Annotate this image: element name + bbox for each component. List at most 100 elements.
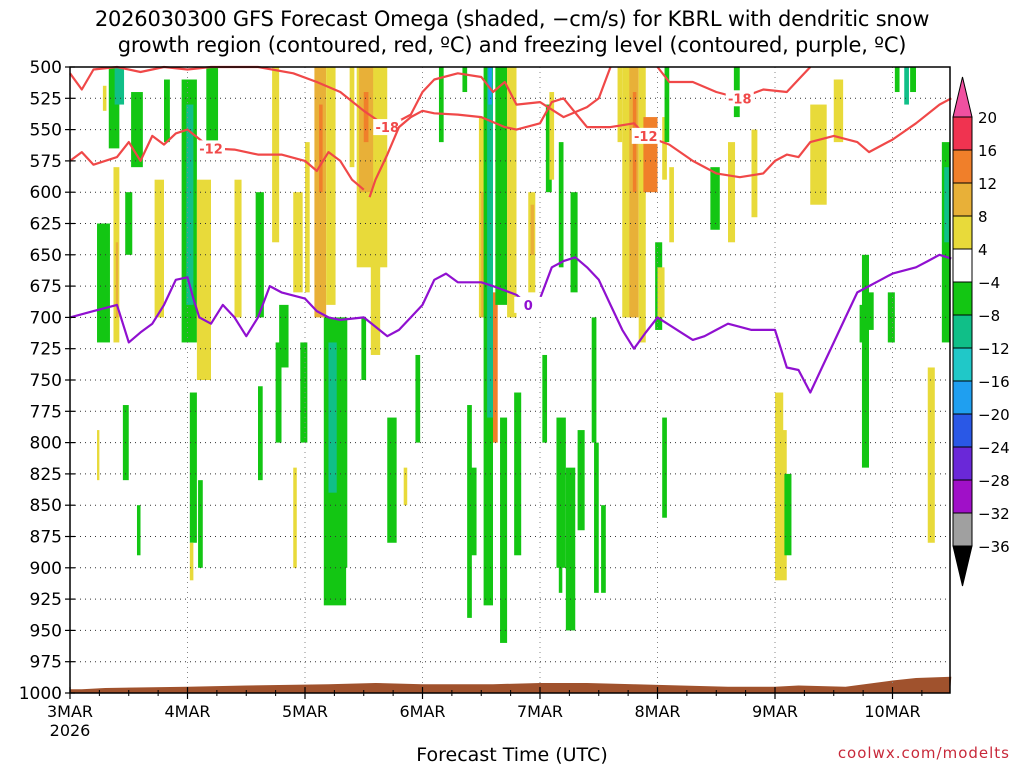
omega-shade-cell	[514, 392, 522, 556]
colorbar-label: 16	[978, 142, 997, 160]
omega-shade-cell	[403, 467, 408, 506]
omega-shade-cell	[927, 367, 935, 543]
omega-shade-cell	[189, 542, 194, 581]
colorbar-bin	[952, 149, 973, 184]
omega-shade-cell	[495, 67, 508, 305]
title-line-2: growth region (contoured, red, ºC) and f…	[117, 33, 907, 57]
colorbar-bin	[952, 479, 973, 514]
omega-shade-cell	[115, 242, 119, 318]
contour-label-bg	[631, 127, 660, 144]
omega-shade-cell	[258, 386, 263, 481]
omega-shade-cell	[305, 142, 310, 293]
colorbar-label: 4	[978, 241, 988, 259]
y-tick-label: 850	[30, 496, 62, 516]
x-tick-label: 9MAR	[752, 702, 798, 721]
omega-shade-cell	[328, 342, 337, 493]
x-tick-label: 4MAR	[164, 702, 210, 721]
omega-shade-cell	[198, 480, 203, 568]
omega-shade-cell	[662, 417, 667, 518]
y-tick-label: 800	[30, 434, 62, 454]
y-tick-label: 750	[30, 371, 62, 391]
omega-shade-cell	[904, 67, 909, 105]
omega-shade-cell	[751, 129, 758, 218]
omega-shade-cell	[859, 304, 865, 343]
y-tick-label: 975	[30, 653, 62, 673]
colorbar-label: −12	[978, 340, 1010, 358]
y-tick-label: 600	[30, 183, 62, 203]
colorbar-bin	[952, 116, 973, 151]
omega-shade-cell	[255, 192, 264, 318]
contour-line	[69, 128, 365, 191]
omega-shade-cell	[500, 417, 508, 643]
omega-shade-cell	[462, 67, 468, 93]
omega-shade-cell	[97, 223, 110, 343]
contour-label: -18	[376, 121, 400, 136]
omega-shade-cell	[234, 179, 242, 318]
omega-shade-cell	[810, 104, 827, 205]
y-tick-label: 925	[30, 590, 62, 610]
colorbar-bin	[952, 413, 973, 448]
colorbar-label: −16	[978, 373, 1010, 391]
omega-shade-cell	[206, 67, 219, 143]
colorbar-bin	[952, 215, 973, 250]
omega-shade-cell	[102, 85, 107, 111]
axes-layer: 500 525 550 575 600 625 650 675 700 725 750 775 800 8…	[19, 58, 951, 740]
colorbar-label: 8	[978, 208, 988, 226]
omega-shade-cell	[784, 473, 792, 556]
omega-shade-cell	[833, 79, 844, 143]
colorbar-bin	[952, 512, 973, 547]
y-tick-label: 625	[30, 215, 62, 235]
colorbar-label: −8	[978, 307, 1000, 325]
omega-shade-cell	[591, 317, 597, 443]
omega-shade-cell	[558, 142, 564, 268]
omega-shade-cell	[728, 142, 736, 243]
omega-shade-cell	[530, 204, 535, 255]
omega-shade-cell	[387, 417, 397, 543]
y-tick-label: 575	[30, 152, 62, 172]
colorbar-label: 20	[978, 109, 997, 127]
omega-shade-cell	[577, 430, 585, 531]
colorbar-bin	[952, 248, 973, 283]
omega-shade-cell	[861, 254, 869, 468]
grid-layer	[70, 67, 950, 693]
contour-line	[69, 65, 612, 129]
omega-shade-cell	[363, 92, 369, 143]
y-tick-label: 500	[30, 58, 62, 78]
omega-shade-cell	[469, 467, 477, 556]
omega-shade-cell	[114, 67, 125, 105]
omega-shade-cell	[775, 392, 784, 443]
terrain-fill	[70, 676, 952, 693]
omega-shade-cell	[710, 167, 720, 230]
omega-shade-cell	[293, 467, 297, 568]
x-tick-label: 6MAR	[399, 702, 445, 721]
omega-shade-cell	[131, 92, 143, 168]
site-credit: coolwx.com/modelts	[837, 744, 1010, 762]
omega-shade-cell	[664, 67, 670, 143]
title-line-1: 2026030300 GFS Forecast Omega (shaded, −…	[94, 7, 930, 31]
y-tick-label: 825	[30, 465, 62, 485]
omega-shade-cell	[438, 67, 444, 143]
colorbar-bin	[952, 182, 973, 217]
contour-layer: -18 -18 -12 -12 0	[69, 65, 952, 394]
omega-shade-cell	[97, 430, 100, 481]
colorbar-label: −4	[978, 274, 1000, 292]
contour-label: 0	[524, 299, 533, 314]
omega-shade-cell	[189, 392, 197, 543]
x-tick-label: 5MAR	[282, 702, 328, 721]
omega-shade-cell	[326, 67, 336, 305]
x-tick-label: 3MAR	[47, 702, 93, 721]
omega-shade-cell	[617, 67, 623, 143]
colorbar-bin	[952, 314, 973, 349]
colorbar-label: −20	[978, 406, 1010, 424]
contour-line	[368, 97, 952, 198]
omega-shade-cell	[493, 292, 498, 443]
y-tick-label: 950	[30, 621, 62, 641]
omega-shade-cell	[570, 192, 578, 293]
omega-shade-cell	[196, 179, 211, 380]
colorbar-bin	[952, 347, 973, 382]
contour-label: -12	[199, 142, 223, 157]
omega-shade-cell	[349, 67, 355, 168]
omega-shade-cell	[556, 417, 566, 568]
x-tick-label: 7MAR	[517, 702, 563, 721]
